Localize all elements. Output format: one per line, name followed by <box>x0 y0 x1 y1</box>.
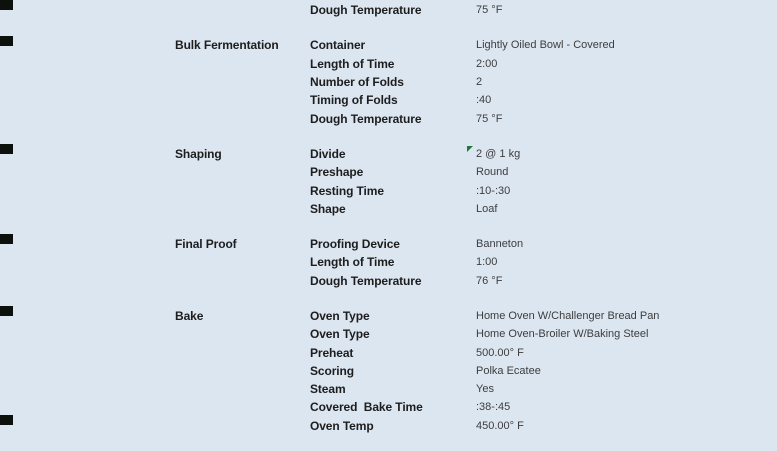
field-value-text: 75 °F <box>476 4 503 17</box>
field-value-text: 1:00 <box>476 256 498 269</box>
table-row: Dough Temperature 75 °F <box>175 109 777 127</box>
field-value-text: Lightly Oiled Bowl - Covered <box>476 39 615 52</box>
field-value-text: 450.00° F <box>476 419 524 432</box>
field-value-text: Polka Ecatee <box>476 364 541 377</box>
field-value-cell[interactable]: :38-:45 <box>476 401 777 413</box>
field-value-cell[interactable]: Home Oven W/Challenger Bread Pan <box>476 310 777 322</box>
table-row: Final Proof Proofing Device Banneton <box>175 235 777 253</box>
field-label-cell[interactable]: Preshape <box>310 165 364 180</box>
field-label-cell[interactable]: Dough Temperature <box>310 273 422 288</box>
table-row: Oven Type Home Oven-Broiler W/Baking Stee… <box>175 325 777 343</box>
field-value-text: 500.00° F <box>476 346 524 359</box>
table-row: Dough Temperature 76 °F <box>175 272 777 290</box>
field-value-text: 76 °F <box>476 274 503 287</box>
field-value-cell[interactable]: 500.00° F <box>476 347 777 359</box>
field-label-cell[interactable]: Covered Bake Time <box>310 400 423 415</box>
table-row: Oven Temp 450.00° F <box>175 417 777 435</box>
field-value-cell[interactable]: 2 @ 1 kg <box>467 145 777 160</box>
field-label-cell[interactable]: Oven Type <box>310 327 370 342</box>
table-row: Timing of Folds :40 <box>175 91 777 109</box>
field-label-cell[interactable]: Length of Time <box>310 56 395 71</box>
field-value-cell[interactable]: Polka Ecatee <box>476 365 777 377</box>
field-label-cell[interactable]: Scoring <box>310 363 354 378</box>
field-label-cell[interactable]: Oven Type <box>310 309 370 323</box>
field-value-text: 2 <box>476 76 483 89</box>
field-value-cell[interactable]: 75 °F <box>476 113 777 125</box>
recipe-table: Dough Temperature 75 °F Bulk Fermentation C… <box>0 1 777 435</box>
field-value-text: 2 @ 1 kg <box>476 147 521 160</box>
field-value-cell[interactable]: Banneton <box>476 238 777 250</box>
field-value-cell[interactable]: 2 <box>476 76 777 88</box>
table-row: Shaping Divide 2 @ 1 kg <box>175 145 777 163</box>
field-label-cell[interactable]: Dough Temperature <box>310 3 422 18</box>
field-label-cell[interactable]: Steam <box>310 382 346 397</box>
field-value-text: :10-:30 <box>476 184 511 197</box>
field-label-cell[interactable]: Resting Time <box>310 183 384 198</box>
field-value-cell[interactable]: 2:00 <box>476 58 777 70</box>
field-value-text: :38-:45 <box>476 401 511 414</box>
field-value-cell[interactable]: 76 °F <box>476 275 777 287</box>
section-title[interactable]: Bulk Fermentation <box>175 38 279 53</box>
field-label-cell[interactable]: Timing of Folds <box>310 93 398 108</box>
table-row: Dough Temperature 75 °F <box>175 1 777 19</box>
comment-flag-icon <box>467 145 473 152</box>
table-row: Bulk Fermentation Container Lightly Oiled … <box>175 36 777 54</box>
field-label-cell[interactable]: Divide <box>310 146 346 161</box>
field-value-text: :40 <box>476 94 492 107</box>
table-row: Shape Loaf <box>175 200 777 218</box>
field-value-text: Round <box>476 166 509 179</box>
field-label-cell[interactable]: Container <box>310 38 366 53</box>
field-value-text: Home Oven-Broiler W/Baking Steel <box>476 328 649 341</box>
field-value-cell[interactable]: :10-:30 <box>476 185 777 197</box>
field-value-cell[interactable]: :40 <box>476 94 777 106</box>
table-row: Resting Time :10-:30 <box>175 181 777 199</box>
field-label-cell[interactable]: Oven Temp <box>310 418 374 433</box>
table-row: Length of Time 2:00 <box>175 55 777 73</box>
field-value-text: Banneton <box>476 238 524 251</box>
field-value-text: Yes <box>476 383 494 396</box>
field-label-cell[interactable]: Shape <box>310 201 346 216</box>
recipe-section: Dough Temperature 75 °F <box>0 1 777 19</box>
field-label-cell[interactable]: Proofing Device <box>310 237 400 252</box>
field-value-cell[interactable]: Yes <box>476 383 777 395</box>
field-value-text: Home Oven W/Challenger Bread Pan <box>476 310 660 322</box>
recipe-section: Final Proof Proofing Device Banneton Length… <box>0 235 777 290</box>
recipe-section: Bake Oven Type Home Oven W/Challenger Brea… <box>0 307 777 435</box>
field-value-cell[interactable]: Round <box>476 166 777 178</box>
field-value-text: Loaf <box>476 202 498 215</box>
section-title[interactable]: Bake <box>175 309 204 323</box>
section-title[interactable]: Final Proof <box>175 237 237 252</box>
field-value-cell[interactable]: 1:00 <box>476 256 777 268</box>
table-row: Bake Oven Type Home Oven W/Challenger Brea… <box>175 307 777 325</box>
table-row: Number of Folds 2 <box>175 73 777 91</box>
field-value-cell[interactable]: Loaf <box>476 203 777 215</box>
table-row: Preshape Round <box>175 163 777 181</box>
field-label-cell[interactable]: Length of Time <box>310 255 395 270</box>
field-label-cell[interactable]: Number of Folds <box>310 75 404 90</box>
field-label-cell[interactable]: Dough Temperature <box>310 111 422 126</box>
field-label-cell[interactable]: Preheat <box>310 345 354 360</box>
field-value-cell[interactable]: Lightly Oiled Bowl - Covered <box>476 39 777 51</box>
field-value-cell[interactable]: 75 °F <box>476 4 777 16</box>
field-value-text: 75 °F <box>476 112 503 125</box>
section-title[interactable]: Shaping <box>175 146 222 161</box>
field-value-cell[interactable]: 450.00° F <box>476 420 777 432</box>
table-row: Length of Time 1:00 <box>175 253 777 271</box>
recipe-section: Bulk Fermentation Container Lightly Oiled … <box>0 36 777 127</box>
table-row: Covered Bake Time :38-:45 <box>175 398 777 416</box>
field-value-text: 2:00 <box>476 57 498 70</box>
table-row: Preheat 500.00° F <box>175 343 777 361</box>
table-row: Scoring Polka Ecatee <box>175 362 777 380</box>
table-row: Steam Yes <box>175 380 777 398</box>
field-value-cell[interactable]: Home Oven-Broiler W/Baking Steel <box>476 328 777 340</box>
recipe-section: Shaping Divide 2 @ 1 kg Preshape Round Restin… <box>0 145 777 218</box>
